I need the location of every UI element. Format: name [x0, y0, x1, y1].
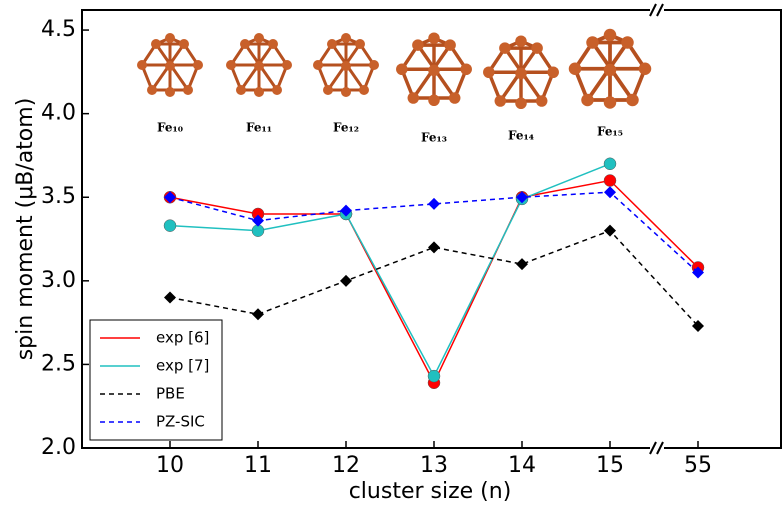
x-tick-label: 12	[332, 453, 360, 478]
series-line	[170, 181, 698, 383]
x-tick-label: 13	[420, 453, 448, 478]
point	[428, 198, 440, 210]
cluster-label: Fe₁₅	[597, 125, 623, 139]
cluster-label: Fe₁₄	[508, 129, 534, 143]
legend-label: exp [6]	[156, 329, 209, 347]
y-tick-label: 3.5	[41, 184, 76, 209]
point	[164, 220, 176, 232]
y-tick-label: 4.0	[41, 101, 76, 126]
x-tick-label: 55	[684, 453, 712, 478]
point	[516, 258, 528, 270]
y-tick-label: 4.5	[41, 17, 76, 42]
legend-label: exp [7]	[156, 357, 209, 375]
x-tick-label: 11	[244, 453, 272, 478]
y-tick-label: 2.5	[41, 351, 76, 376]
point	[340, 275, 352, 287]
x-tick-label: 15	[596, 453, 624, 478]
cluster-images	[137, 29, 651, 109]
cluster-label: Fe₁₁	[246, 121, 272, 135]
point	[252, 308, 264, 320]
legend-label: PBE	[156, 385, 185, 403]
x-tick-label: 14	[508, 453, 536, 478]
x-axis-label: cluster size (n)	[349, 479, 512, 504]
y-tick-label: 2.0	[41, 435, 76, 460]
y-tick-label: 3.0	[41, 268, 76, 293]
point	[604, 225, 616, 237]
x-tick-label: 10	[156, 453, 184, 478]
cluster-label: Fe₁₀	[157, 121, 183, 135]
point	[604, 175, 616, 187]
y-axis-label: spin moment (μB/atom)	[13, 98, 38, 361]
cluster-label: Fe₁₂	[333, 121, 359, 135]
legend-label: PZ-SIC	[156, 413, 205, 431]
cluster-label: Fe₁₃	[421, 131, 447, 145]
axis-break	[650, 4, 664, 454]
chart: cluster size (n) spin moment (μB/atom) 2…	[0, 0, 782, 507]
point	[164, 292, 176, 304]
point	[428, 241, 440, 253]
point	[604, 158, 616, 170]
point	[428, 370, 440, 382]
